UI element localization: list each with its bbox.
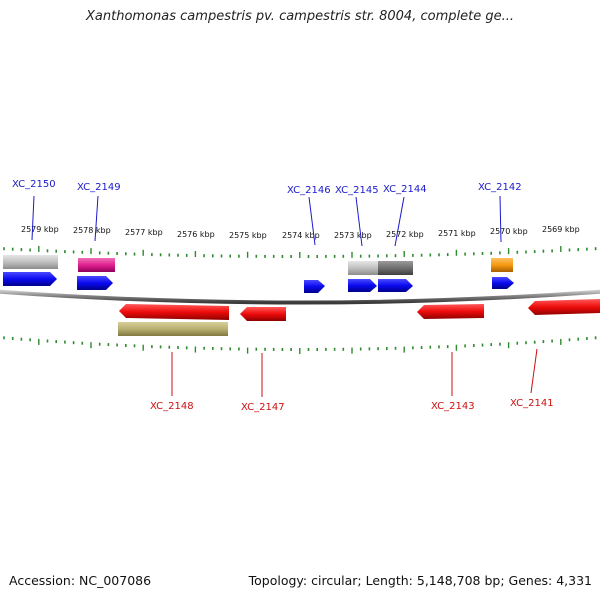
forward-gene-arrow[interactable]	[77, 276, 113, 290]
gene-label[interactable]: XC_2148	[150, 401, 194, 412]
upper-feature-track	[3, 255, 513, 275]
gene-label[interactable]: XC_2147	[241, 402, 285, 413]
forward-gene-track	[3, 272, 514, 293]
forward-gene-arrow[interactable]	[492, 277, 514, 289]
gene-box-khaki[interactable]	[118, 322, 228, 336]
upper-leader-lines	[31, 195, 502, 247]
gene-box-gray[interactable]	[3, 255, 58, 269]
reverse-gene-arrow[interactable]	[417, 304, 484, 319]
kbp-label: 2576 kbp	[177, 230, 215, 239]
gene-label[interactable]: XC_2146	[287, 185, 331, 196]
reverse-gene-arrow[interactable]	[528, 299, 600, 315]
gene-label[interactable]: XC_2145	[335, 185, 379, 196]
gene-label[interactable]: XC_2141	[510, 398, 554, 409]
kbp-label: 2577 kbp	[125, 228, 163, 237]
kbp-labels: 2579 kbp 2578 kbp 2577 kbp 2576 kbp 2575…	[21, 225, 580, 240]
lower-gene-labels: XC_2148 XC_2147 XC_2143 XC_2141	[150, 398, 554, 413]
map-title: Xanthomonas campestris pv. campestris st…	[86, 9, 514, 24]
reverse-gene-arrow[interactable]	[240, 307, 286, 321]
gene-box-orange[interactable]	[491, 258, 513, 272]
forward-gene-arrow[interactable]	[348, 279, 377, 292]
gene-box-light-gray[interactable]	[348, 261, 380, 275]
kbp-label: 2573 kbp	[334, 231, 372, 240]
kbp-label: 2572 kbp	[386, 230, 424, 239]
genome-backbone	[0, 289, 600, 305]
upper-tick-ring	[3, 245, 597, 258]
upper-gene-labels: XC_2150 XC_2149 XC_2146 XC_2145 XC_2144 …	[12, 179, 522, 196]
gene-label[interactable]: XC_2142	[478, 182, 522, 193]
lower-tick-ring	[3, 336, 597, 354]
lower-leader-lines	[171, 348, 538, 397]
topology-text: Topology: circular; Length: 5,148,708 bp…	[248, 573, 592, 588]
forward-gene-arrow[interactable]	[304, 280, 325, 293]
kbp-label: 2578 kbp	[73, 226, 111, 235]
gene-box-pink[interactable]	[78, 258, 115, 272]
gene-label[interactable]: XC_2150	[12, 179, 56, 190]
kbp-label: 2570 kbp	[490, 227, 528, 236]
gene-label[interactable]: XC_2144	[383, 184, 427, 195]
kbp-label: 2579 kbp	[21, 225, 59, 234]
kbp-label: 2575 kbp	[229, 231, 267, 240]
accession-text: Accession: NC_007086	[9, 573, 152, 588]
gene-box-dark-gray[interactable]	[378, 261, 413, 275]
kbp-label: 2571 kbp	[438, 229, 476, 238]
reverse-gene-arrow[interactable]	[119, 304, 229, 320]
gene-label[interactable]: XC_2143	[431, 401, 475, 412]
forward-gene-arrow[interactable]	[378, 279, 413, 292]
kbp-label: 2569 kbp	[542, 225, 580, 234]
forward-gene-arrow[interactable]	[3, 272, 57, 286]
gene-label[interactable]: XC_2149	[77, 182, 121, 193]
kbp-label: 2574 kbp	[282, 231, 320, 240]
reverse-gene-track	[119, 299, 600, 321]
